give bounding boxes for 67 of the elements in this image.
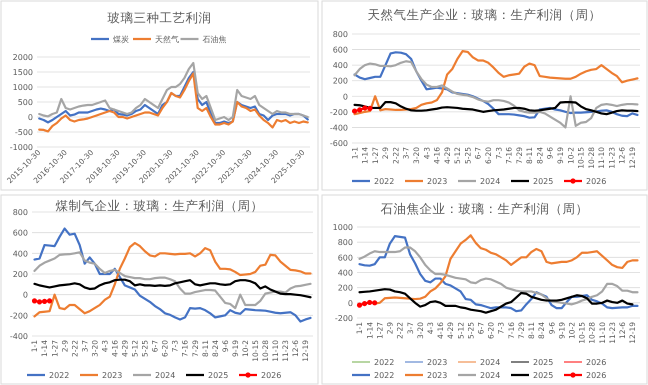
line-series	[353, 101, 639, 116]
y-tick-label: 800	[12, 208, 28, 217]
legend-label: 天然气	[155, 35, 179, 44]
legend-label: 2023	[102, 371, 122, 380]
y-tick-label: 600	[12, 228, 28, 238]
y-tick-label: 2000	[12, 53, 33, 62]
y-tick-label: 800	[332, 30, 348, 39]
y-tick-label: 400	[338, 268, 353, 278]
y-tick-label: -200	[330, 108, 348, 117]
legend-label: 2022	[374, 177, 394, 186]
legend-label: 2026	[586, 371, 606, 380]
y-tick-label: 0	[28, 113, 33, 122]
legend-label: 煤炭	[113, 35, 129, 44]
line-series	[358, 235, 639, 312]
line-series	[33, 278, 312, 298]
y-tick-label: 400	[332, 61, 348, 70]
legend-label: 2025	[533, 177, 554, 186]
chart-title: 天然气生产企业：玻璃：生产利润（周）	[368, 7, 602, 22]
y-tick-label: -200	[334, 314, 353, 323]
y-tick-label: 0	[348, 298, 353, 308]
legend-label: 2024	[480, 177, 500, 186]
y-tick-label: -500	[14, 128, 33, 137]
legend-label: 2025	[208, 371, 228, 380]
y-tick-label: -400	[10, 332, 28, 341]
legend-label: 2024	[480, 371, 500, 380]
y-tick-label: 1500	[12, 68, 33, 77]
y-tick-label: -400	[330, 123, 348, 132]
legend-label: 2023	[427, 177, 448, 186]
legend-label: 2025	[533, 358, 554, 367]
legend-label: 石油焦	[202, 35, 226, 44]
line-series	[38, 62, 309, 122]
chart-title: 煤制气企业：玻璃：生产利润（周）	[56, 198, 264, 213]
y-tick-label: 600	[332, 46, 348, 55]
legend-label: 2026	[586, 177, 606, 186]
legend-label: 2024	[155, 371, 176, 380]
y-tick-label: 200	[12, 270, 28, 279]
y-tick-label: 600	[338, 253, 353, 262]
y-tick-label: 0	[22, 290, 28, 300]
legend-label: 2026	[586, 358, 606, 367]
y-tick-label: 1000	[12, 83, 33, 92]
y-tick-label: 1000	[332, 223, 353, 232]
line-series	[38, 72, 309, 132]
legend-label: 2024	[480, 358, 500, 367]
chart-title: 玻璃三种工艺利润	[108, 10, 212, 25]
y-tick-label: 0	[342, 92, 348, 102]
legend-label: 2022	[49, 371, 70, 380]
legend-label: 2022	[374, 371, 394, 380]
y-tick-label: 800	[338, 238, 353, 248]
legend-label: 2026	[261, 371, 282, 380]
legend-label: 2022	[374, 358, 394, 367]
y-tick-label: 500	[18, 98, 33, 107]
legend-label: 2023	[427, 371, 448, 380]
y-tick-label: -200	[10, 311, 28, 320]
y-tick-label: -1000	[10, 143, 33, 152]
line-series	[358, 246, 639, 306]
line-series	[353, 60, 639, 129]
chart-title: 石油焦企业：玻璃：生产利润（周）	[380, 201, 588, 216]
y-tick-label: 400	[12, 249, 28, 258]
y-tick-label: -600	[330, 139, 348, 148]
y-tick-label: 200	[338, 284, 353, 293]
legend-label: 2025	[533, 371, 554, 380]
legend-label: 2023	[427, 358, 448, 367]
y-tick-label: 200	[332, 76, 348, 86]
line-series	[33, 251, 312, 310]
line-series	[33, 242, 312, 318]
line-series	[33, 227, 312, 323]
line-series	[358, 288, 634, 314]
